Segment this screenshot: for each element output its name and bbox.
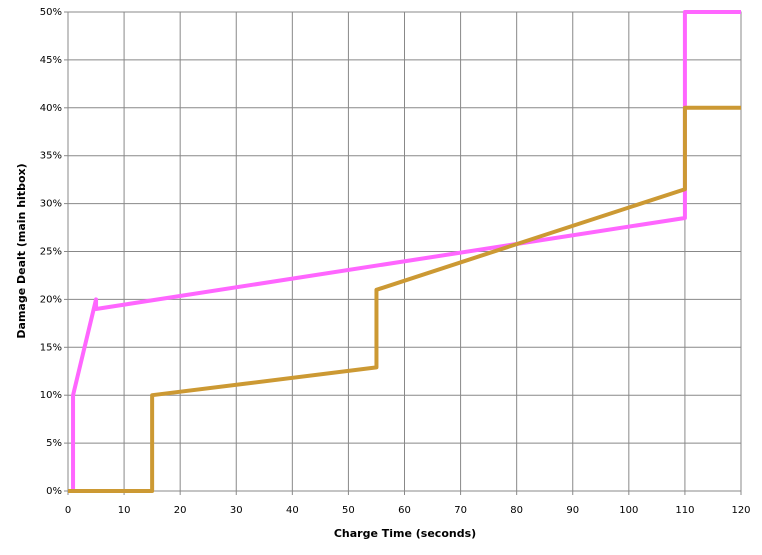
y-tick-label: 10% — [40, 390, 62, 401]
y-tick-label: 0% — [46, 486, 62, 497]
y-tick-label: 35% — [40, 151, 62, 162]
x-tick-label: 20 — [174, 505, 187, 516]
plot-border — [67, 11, 742, 492]
x-tick-label: 30 — [230, 505, 243, 516]
data-line — [68, 10, 741, 493]
x-tick-label: 110 — [675, 505, 694, 516]
y-tick-label: 5% — [46, 438, 62, 449]
x-tick-label: 0 — [65, 505, 71, 516]
y-tick-label: 45% — [40, 55, 62, 66]
x-tick-label: 60 — [398, 505, 411, 516]
x-tick-label: 120 — [731, 505, 750, 516]
y-tick-label: 25% — [40, 247, 62, 258]
x-tick-label: 10 — [118, 505, 131, 516]
x-axis-title: Charge Time (seconds) — [334, 527, 476, 540]
y-tick-label: 50% — [40, 7, 62, 18]
y-tick-label: 40% — [40, 103, 62, 114]
y-tick-label: 15% — [40, 342, 62, 353]
y-tick-label: 30% — [40, 199, 62, 210]
x-tick-label: 90 — [566, 505, 579, 516]
x-tick-label: 70 — [454, 505, 467, 516]
x-tick-label: 50 — [342, 505, 355, 516]
y-axis-title: Damage Dealt (main hitbox) — [15, 163, 28, 338]
y-tick-label: 20% — [40, 294, 62, 305]
data-line — [68, 105, 741, 493]
x-tick-label: 100 — [619, 505, 638, 516]
x-tick-label: 80 — [510, 505, 523, 516]
x-tick-label: 40 — [286, 505, 299, 516]
